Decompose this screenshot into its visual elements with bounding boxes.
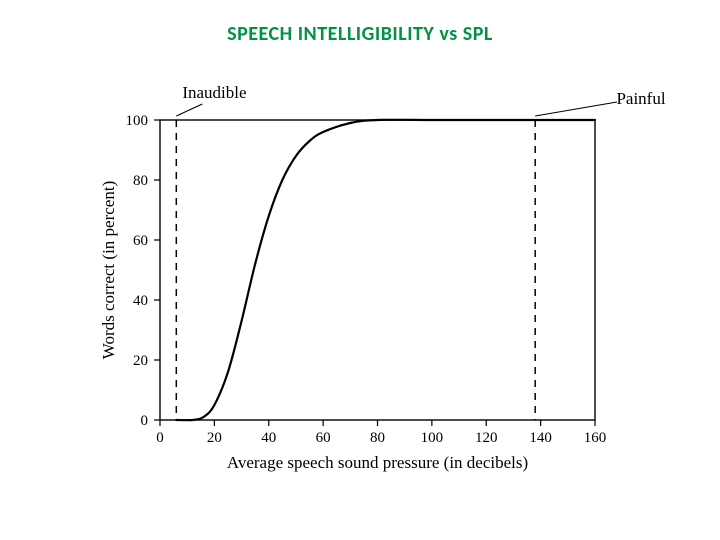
y-tick-label: 0 (141, 413, 149, 429)
x-tick-label: 160 (584, 430, 607, 446)
y-tick-label: 80 (133, 173, 148, 189)
x-tick-label: 40 (261, 430, 276, 446)
painful-label: Painful (616, 89, 665, 108)
x-tick-label: 100 (421, 430, 444, 446)
y-tick-label: 40 (133, 293, 148, 309)
x-tick-label: 0 (156, 430, 164, 446)
x-axis-label: Average speech sound pressure (in decibe… (227, 453, 528, 472)
x-tick-label: 60 (316, 430, 331, 446)
chart-svg: 0 20 40 60 80 100 120 140 160 0 20 40 60 80 100 Average… (100, 80, 660, 500)
x-tick-label: 140 (529, 430, 552, 446)
y-tick-label: 20 (133, 353, 148, 369)
y-tick-label: 100 (126, 113, 149, 129)
inaudible-leader (176, 104, 202, 116)
inaudible-label: Inaudible (182, 83, 246, 102)
x-tick-label: 80 (370, 430, 385, 446)
painful-leader (535, 102, 617, 116)
x-tick-label: 120 (475, 430, 498, 446)
plot-area (160, 120, 595, 420)
y-tick-label: 60 (133, 233, 148, 249)
y-axis-label: Words correct (in percent) (99, 181, 118, 359)
x-tick-label: 20 (207, 430, 222, 446)
page-title: SPEECH INTELLIGIBILITY vs SPL (0, 22, 720, 46)
intelligibility-chart: 0 20 40 60 80 100 120 140 160 0 20 40 60 80 100 Average… (100, 80, 660, 500)
